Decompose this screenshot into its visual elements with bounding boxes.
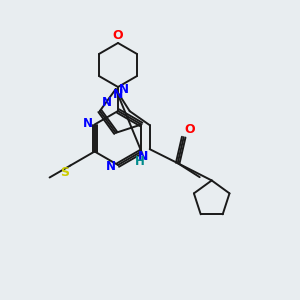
Text: N: N [113, 88, 123, 101]
Text: S: S [60, 167, 69, 179]
Text: N: N [138, 150, 149, 163]
Text: O: O [113, 29, 123, 42]
Text: H: H [135, 155, 145, 168]
Text: N: N [82, 117, 93, 130]
Text: O: O [185, 123, 195, 136]
Text: N: N [106, 160, 116, 172]
Text: N: N [102, 96, 112, 109]
Text: N: N [119, 83, 129, 96]
